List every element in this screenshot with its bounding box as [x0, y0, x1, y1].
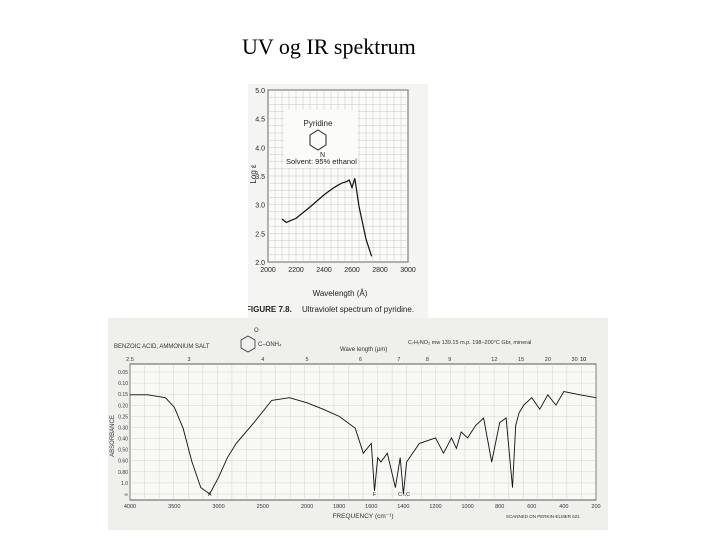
pyridine-structure	[309, 129, 327, 151]
ir-x-tick-label: 600	[527, 504, 536, 510]
ir-x-tick-label: 1400	[397, 504, 409, 510]
ir-y-tick-label: 0.50	[118, 448, 128, 454]
uv-caption-label: FIGURE 7.8.	[248, 305, 292, 314]
uv-solvent-note: Solvent: 95% ethanol	[286, 157, 357, 166]
ir-top-tick-label: 10	[580, 357, 586, 363]
ir-top-tick-label: 6	[359, 357, 362, 363]
ir-footer-note: SCANNED ON PERKIN-ELMER 621	[506, 514, 580, 519]
uv-y-tick-label: 2.5	[255, 231, 265, 238]
ir-y-tick-label: 0.40	[118, 437, 128, 443]
uv-x-tick-label: 2800	[372, 267, 388, 274]
ir-x-axis-label: FREQUENCY (cm⁻¹)	[332, 513, 393, 520]
ir-band-labels: A F C I.C	[208, 492, 410, 498]
ir-y-tick-label: 0.60	[118, 459, 128, 465]
uv-x-tick-label: 2400	[316, 267, 332, 274]
ir-absorbance-curve	[130, 390, 597, 495]
ir-y-tick-label: 0.05	[118, 370, 128, 376]
ir-band-label: I.C	[403, 492, 410, 498]
ir-top-tick-label: 10	[580, 357, 586, 363]
ir-x-tick-label: 1000	[461, 504, 473, 510]
ir-top-tick-label: 5	[306, 357, 309, 363]
uv-x-tick-label: 2600	[344, 267, 360, 274]
ir-band-label: C	[398, 492, 402, 498]
ir-y-axis-label: ABSORBANCE	[110, 415, 116, 457]
ir-top-tick-label: 3	[187, 357, 190, 363]
uv-y-tick-label: 3.5	[255, 174, 265, 181]
ir-band-label: F	[373, 492, 377, 498]
uv-x-ticks: 2000 2200 2400 2600 2800 3000	[260, 267, 416, 274]
uv-absorption-curve	[281, 178, 373, 257]
benzoate-structure	[240, 335, 256, 353]
ir-x-tick-label: 4000	[124, 504, 136, 510]
ir-x-tick-label: 3000	[212, 504, 224, 510]
ir-top-tick-label: 7	[397, 357, 400, 363]
uv-structure-atom: N	[320, 152, 325, 159]
uv-compound-label: Pyridine	[304, 119, 333, 128]
ir-structure-atom: O	[254, 328, 259, 334]
ir-top-tick-label: 15	[518, 357, 524, 363]
ir-spectrum-chart: BENZOIC ACID, AMMONIUM SALT O C–ONH₄ C₇H…	[110, 328, 601, 520]
ir-x-tick-label: 1200	[429, 504, 441, 510]
ir-top-axis-label: Wave length (μm)	[340, 347, 387, 353]
ir-y-tick-label: 0.30	[118, 425, 128, 431]
ir-top-tick-label: 30	[572, 357, 578, 363]
ir-y-tick-label: 0.25	[118, 414, 128, 420]
uv-x-tick-label: 2200	[288, 267, 304, 274]
slide-title: UV og IR spektrum	[242, 34, 416, 59]
ir-x-tick-label: 800	[495, 504, 504, 510]
uv-spectrum-figure: 2.0 2.5 3.0 3.5 4.0 4.5 5.0 2000 2200 2400 2600 28…	[246, 84, 428, 320]
uv-y-axis-label: Log ε	[249, 164, 258, 184]
ir-band-label: A	[208, 492, 212, 498]
uv-spectrum-chart: 2.0 2.5 3.0 3.5 4.0 4.5 5.0 2000 2200 2400 2600 28…	[246, 88, 416, 314]
ir-spectrum-figure: BENZOIC ACID, AMMONIUM SALT O C–ONH₄ C₇H…	[108, 318, 608, 530]
ir-top-tick-label: 12	[491, 357, 497, 363]
ir-y-tick-label: ∞	[124, 492, 128, 498]
uv-y-tick-label: 4.0	[255, 145, 265, 152]
ir-y-ticks: 0.05 0.10 0.15 0.20 0.25 0.30 0.40 0.50 0.60 0.80…	[118, 370, 128, 498]
uv-y-tick-label: 2.0	[255, 260, 265, 267]
uv-y-tick-label: 5.0	[255, 88, 265, 95]
uv-x-tick-label: 2000	[260, 267, 276, 274]
ir-x-tick-label: 1600	[365, 504, 377, 510]
ir-x-tick-label: 200	[591, 504, 600, 510]
ir-y-tick-label: 0.10	[118, 381, 128, 387]
ir-structure-formula: C–ONH₄	[258, 342, 282, 348]
ir-top-tick-label: 9	[448, 357, 451, 363]
ir-header-info: C₇H₇NO₂ mw 139.15 m.p. 198–200°C Gbr, mi…	[408, 340, 531, 346]
ir-x-tick-label: 2500	[257, 504, 269, 510]
ir-top-tick-label: 20	[545, 357, 551, 363]
ir-sample-label: BENZOIC ACID, AMMONIUM SALT	[114, 344, 210, 350]
uv-x-axis-label: Wavelength (Å)	[313, 289, 368, 298]
uv-caption-text: Ultraviolet spectrum of pyridine.	[302, 305, 414, 314]
uv-y-ticks: 2.0 2.5 3.0 3.5 4.0 4.5 5.0	[255, 88, 265, 267]
uv-y-tick-label: 4.5	[255, 117, 265, 124]
ir-x-tick-label: 3500	[168, 504, 180, 510]
ir-x-tick-label: 2000	[301, 504, 313, 510]
ir-x-ticks: 4000 3500 3000 2500 2000 1800 1600 1400 1200 1000…	[124, 504, 601, 510]
ir-y-tick-label: 0.20	[118, 403, 128, 409]
ir-top-tick-label: 8	[426, 357, 429, 363]
ir-top-tick-label: 2.5	[126, 357, 134, 363]
uv-y-tick-label: 3.0	[255, 203, 265, 210]
ir-y-tick-label: 0.15	[118, 392, 128, 398]
ir-top-tick-label: 4	[261, 357, 264, 363]
uv-inset-box	[284, 110, 358, 168]
ir-y-tick-label: 1.0	[121, 481, 128, 487]
ir-y-tick-label: 0.80	[118, 470, 128, 476]
uv-x-tick-label: 3000	[400, 267, 416, 274]
ir-x-tick-label: 400	[559, 504, 568, 510]
ir-x-tick-label: 1800	[333, 504, 345, 510]
